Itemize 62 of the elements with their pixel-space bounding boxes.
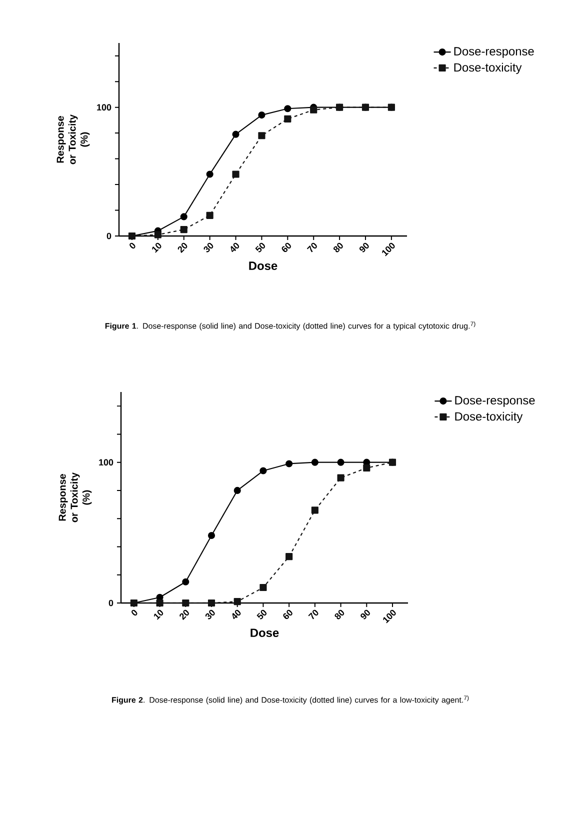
x-axis-title: Dose xyxy=(250,628,279,638)
point xyxy=(310,106,318,114)
x-tick-label: 20 xyxy=(178,242,188,253)
y-tick-label: 100 xyxy=(99,459,114,466)
point xyxy=(232,170,240,178)
x-tick-label: 90 xyxy=(359,242,369,252)
point xyxy=(284,115,292,122)
x-tick-label: 100 xyxy=(382,242,395,256)
point xyxy=(208,532,216,540)
point xyxy=(206,212,214,219)
point xyxy=(156,599,164,607)
x-tick-label: 80 xyxy=(334,610,344,620)
x-tick-label: 70 xyxy=(306,242,317,252)
point xyxy=(234,598,241,606)
x-tick-label: 10 xyxy=(152,242,162,253)
legend-label: Dose-response xyxy=(455,396,535,407)
x-tick-label: 30 xyxy=(205,610,215,620)
x-tick-label: 10 xyxy=(154,610,164,620)
point xyxy=(363,464,370,472)
y-tick-label: 0 xyxy=(108,600,114,606)
point xyxy=(180,213,188,220)
x-tick-label: 20 xyxy=(180,610,189,620)
x-tick-label: 60 xyxy=(282,242,291,252)
point xyxy=(337,458,344,466)
point xyxy=(260,467,267,474)
point xyxy=(286,460,293,468)
point xyxy=(180,226,188,234)
point xyxy=(311,506,318,514)
y-tick-label: 100 xyxy=(97,104,112,111)
legend-label: Dose-toxicity xyxy=(454,62,522,74)
x-tick-label: 100 xyxy=(383,610,396,624)
point xyxy=(260,584,267,592)
x-tick-label: 0 xyxy=(132,610,138,616)
x-axis-title: Dose xyxy=(249,262,278,270)
x-tick-label: 40 xyxy=(232,610,241,620)
point xyxy=(337,474,344,482)
point xyxy=(182,599,190,607)
x-tick-label: 80 xyxy=(333,242,343,252)
legend-label: Dose-toxicity xyxy=(455,412,523,424)
y-axis-title: Response or Toxicity (%) xyxy=(58,472,92,522)
point xyxy=(154,231,162,238)
x-tick-label: 50 xyxy=(255,242,266,252)
x-tick-label: 0 xyxy=(130,242,136,249)
point xyxy=(234,486,241,494)
x-tick-label: 70 xyxy=(308,610,318,620)
point xyxy=(182,578,190,586)
point xyxy=(286,553,293,560)
x-tick-label: 60 xyxy=(283,610,292,620)
legend-label: Dose-response xyxy=(454,47,534,58)
point xyxy=(284,105,292,112)
x-tick-label: 90 xyxy=(360,610,370,620)
x-tick-label: 50 xyxy=(256,610,267,620)
y-tick-label: 0 xyxy=(106,232,112,240)
x-tick-label: 30 xyxy=(204,242,214,252)
point xyxy=(258,132,266,140)
x-tick-label: 40 xyxy=(230,242,240,252)
point xyxy=(206,170,214,178)
point xyxy=(311,458,318,466)
point xyxy=(208,599,216,607)
point xyxy=(258,112,266,119)
y-axis-title: Response or Toxicity (%) xyxy=(56,114,90,164)
point xyxy=(232,130,240,138)
